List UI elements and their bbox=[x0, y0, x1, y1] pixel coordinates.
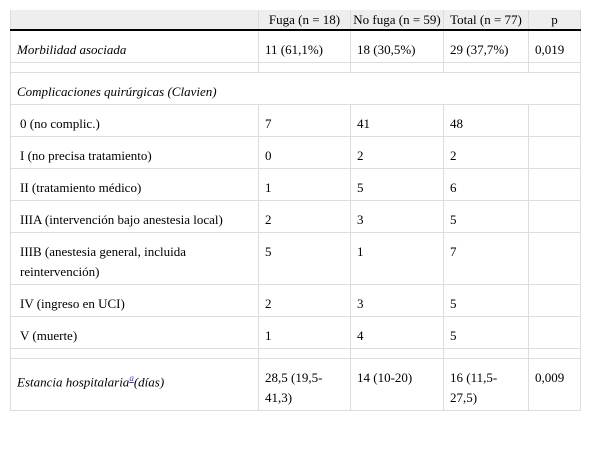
label-text: Estancia hospitalaria bbox=[17, 374, 130, 390]
value-cell: 48 bbox=[443, 104, 529, 137]
data-row: IIIB (anestesia general, incluida reinte… bbox=[10, 232, 581, 285]
value-cell: 3 bbox=[350, 200, 444, 233]
value-cell: 2 bbox=[258, 200, 351, 233]
empty-cell bbox=[528, 168, 581, 201]
label-text: I (no precisa tratamiento) bbox=[20, 148, 152, 163]
data-row: V (muerte) 1 4 5 bbox=[10, 316, 581, 349]
empty-cell bbox=[528, 136, 581, 169]
empty-cell bbox=[528, 62, 581, 73]
data-table: Fuga (n = 18) No fuga (n = 59) Total (n = … bbox=[10, 10, 581, 411]
empty-cell bbox=[350, 62, 444, 73]
footnote-ref: a bbox=[129, 372, 134, 384]
empty-cell bbox=[443, 62, 529, 73]
empty-cell bbox=[10, 62, 259, 73]
data-row: 0 (no complic.) 7 41 48 bbox=[10, 104, 581, 137]
value-cell: 0 bbox=[258, 136, 351, 169]
label-text: Morbilidad asociada bbox=[17, 42, 127, 57]
empty-cell bbox=[350, 348, 444, 359]
table-body: Morbilidad asociada 11 (61,1%) 18 (30,5%) 2… bbox=[10, 29, 581, 411]
group-heading: Complicaciones quirúrgicas (Clavien) bbox=[10, 72, 581, 105]
value-cell: 1 bbox=[258, 316, 351, 349]
value-cell: 28,5 (19,5-41,3) bbox=[258, 358, 351, 411]
label-text: IIIB (anestesia general, incluida reinte… bbox=[20, 244, 187, 279]
row-label: 0 (no complic.) bbox=[10, 104, 259, 137]
value-cell: 4 bbox=[350, 316, 444, 349]
row-label: II (tratamiento médico) bbox=[10, 168, 259, 201]
header-row: Fuga (n = 18) No fuga (n = 59) Total (n = … bbox=[10, 10, 581, 31]
empty-cell bbox=[528, 316, 581, 349]
value-cell: 1 bbox=[350, 232, 444, 285]
data-row: IV (ingreso en UCI) 2 3 5 bbox=[10, 284, 581, 317]
empty-cell bbox=[528, 104, 581, 137]
value-cell: 7 bbox=[443, 232, 529, 285]
empty-cell bbox=[10, 348, 259, 359]
row-label: IIIA (intervención bajo anestesia local) bbox=[10, 200, 259, 233]
empty-cell bbox=[258, 348, 351, 359]
value-cell: 14 (10-20) bbox=[350, 358, 444, 411]
empty-cell bbox=[443, 348, 529, 359]
empty-cell bbox=[528, 348, 581, 359]
column-header: p bbox=[528, 10, 581, 31]
value-cell: 2 bbox=[258, 284, 351, 317]
value-cell: 6 bbox=[443, 168, 529, 201]
row-label: V (muerte) bbox=[10, 316, 259, 349]
value-cell: 5 bbox=[258, 232, 351, 285]
empty-cell bbox=[258, 62, 351, 73]
data-row: Morbilidad asociada 11 (61,1%) 18 (30,5%) 2… bbox=[10, 29, 581, 63]
p-value: 0,019 bbox=[528, 29, 581, 63]
value-cell: 1 bbox=[258, 168, 351, 201]
data-row: IIIA (intervención bajo anestesia local)… bbox=[10, 200, 581, 233]
value-cell: 18 (30,5%) bbox=[350, 29, 444, 63]
value-cell: 16 (11,5-27,5) bbox=[443, 358, 529, 411]
value-cell: 2 bbox=[350, 136, 444, 169]
label-suffix: (días) bbox=[133, 374, 165, 390]
label-text: IIIA (intervención bajo anestesia local) bbox=[20, 212, 223, 227]
row-label: I (no precisa tratamiento) bbox=[10, 136, 259, 169]
heading-row: Complicaciones quirúrgicas (Clavien) bbox=[10, 72, 581, 105]
value-cell: 5 bbox=[443, 316, 529, 349]
row-label: Morbilidad asociada bbox=[10, 29, 259, 63]
empty-cell bbox=[528, 232, 581, 285]
column-header: Total (n = 77) bbox=[443, 10, 529, 31]
p-value: 0,009 bbox=[528, 358, 581, 411]
value-cell: 5 bbox=[443, 284, 529, 317]
value-cell: 7 bbox=[258, 104, 351, 137]
column-header: Fuga (n = 18) bbox=[258, 10, 351, 31]
label-text: IV (ingreso en UCI) bbox=[20, 296, 125, 311]
label-text: 0 (no complic.) bbox=[20, 116, 100, 131]
row-label: IV (ingreso en UCI) bbox=[10, 284, 259, 317]
footnote-link[interactable]: a bbox=[129, 373, 134, 383]
column-header: No fuga (n = 59) bbox=[350, 10, 444, 31]
row-label: Estancia hospitalariaa(días) bbox=[10, 358, 259, 411]
value-cell: 5 bbox=[350, 168, 444, 201]
row-label: IIIB (anestesia general, incluida reinte… bbox=[10, 232, 259, 285]
value-cell: 3 bbox=[350, 284, 444, 317]
value-cell: 5 bbox=[443, 200, 529, 233]
spacer-row bbox=[10, 62, 581, 73]
label-text: II (tratamiento médico) bbox=[20, 180, 142, 195]
label-text: V (muerte) bbox=[20, 328, 78, 343]
spacer-row bbox=[10, 348, 581, 359]
empty-cell bbox=[528, 200, 581, 233]
header-cell bbox=[10, 10, 259, 31]
value-cell: 11 (61,1%) bbox=[258, 29, 351, 63]
value-cell: 29 (37,7%) bbox=[443, 29, 529, 63]
value-cell: 2 bbox=[443, 136, 529, 169]
data-row: I (no precisa tratamiento) 0 2 2 bbox=[10, 136, 581, 169]
data-row: II (tratamiento médico) 1 5 6 bbox=[10, 168, 581, 201]
empty-cell bbox=[528, 284, 581, 317]
data-row: Estancia hospitalariaa(días) 28,5 (19,5-4… bbox=[10, 358, 581, 411]
value-cell: 41 bbox=[350, 104, 444, 137]
